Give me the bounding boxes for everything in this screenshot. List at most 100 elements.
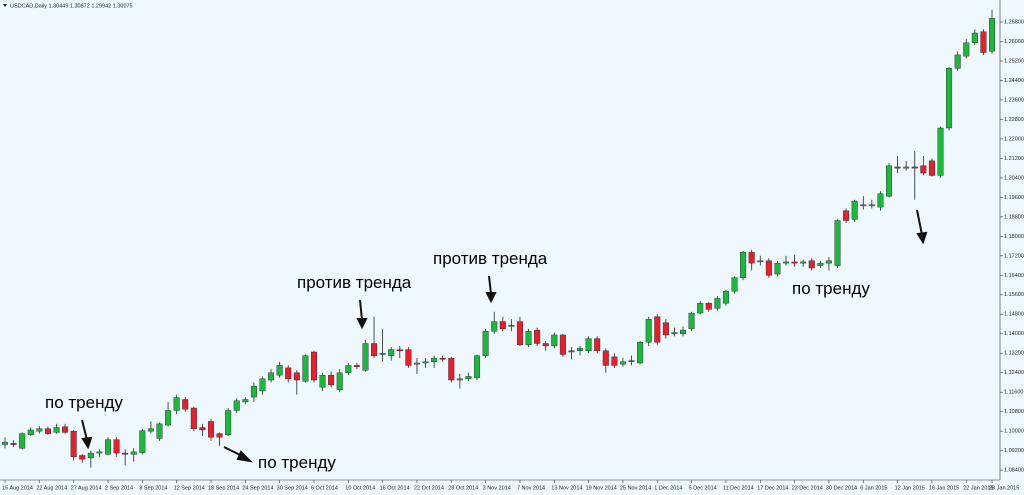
x-tick-label: 22 Jan 2015 [963,485,993,491]
candle-body [499,321,506,330]
y-tick-label: 1.22000 [1004,136,1024,142]
x-tick-label: 6 Oct 2014 [311,485,338,491]
x-tick-label: 5 Dec 2014 [689,485,717,491]
y-tick-label: 1.13200 [1004,351,1024,357]
candle-body [662,322,669,336]
annotation: по тренду [792,279,870,298]
candle-body [577,348,584,352]
candle-body [568,350,575,353]
candle-body [868,204,875,207]
candle-body [422,361,429,364]
x-tick-label: 6 Jan 2015 [860,485,887,491]
menu-icon [3,4,7,7]
candle-body [980,31,987,53]
y-tick-label: 1.26800 [1004,19,1024,25]
y-tick-label: 1.12400 [1004,370,1024,376]
candle-body [310,351,317,381]
candle-body [834,220,841,266]
candle-body [79,455,86,460]
arrow-head [485,292,497,304]
candle-body [139,430,146,453]
candle-body [53,427,60,433]
y-tick-label: 1.24400 [1004,78,1024,84]
x-tick-label: 15 Aug 2014 [2,485,33,491]
candle-body [319,374,326,388]
candle-body [482,331,489,356]
y-tick-label: 1.23600 [1004,97,1024,103]
x-tick-label: 30 Dec 2014 [826,485,857,491]
candle-body [516,321,523,345]
candle-body [173,397,180,411]
x-tick-label: 19 Nov 2014 [586,485,617,491]
candle-body [104,439,111,455]
y-tick-label: 1.08400 [1004,468,1024,474]
candle-body [611,356,618,366]
candle-body [285,367,292,380]
annotation: по тренду [45,393,123,412]
x-tick-label: 3 Nov 2014 [483,485,511,491]
candle-body [156,423,163,439]
candle-body [705,303,712,310]
x-tick-label: 12 Sep 2014 [174,485,205,491]
y-tick-label: 1.19600 [1004,195,1024,201]
candle-body [851,200,858,220]
x-tick-label: 28 Jan 2015 [989,485,1019,491]
candle-body [791,261,798,264]
x-tick-label: 11 Dec 2014 [723,485,754,491]
y-tick-label: 1.14000 [1004,331,1024,337]
candle-body [87,452,94,459]
x-tick-label: 1 Dec 2014 [654,485,682,491]
candle-body [808,260,815,269]
y-tick-label: 1.14800 [1004,312,1024,318]
candle-body [903,166,910,169]
candle-body [465,376,472,380]
y-tick-label: 1.20400 [1004,175,1024,181]
candle-body [937,127,944,176]
candle-body [405,349,412,366]
x-tick-label: 7 Nov 2014 [517,485,545,491]
candle-body [671,332,678,334]
candle-body [654,316,661,343]
y-tick-label: 1.10800 [1004,409,1024,415]
candle-body [268,372,275,381]
y-tick-label: 1.10000 [1004,429,1024,435]
candle-body [336,372,343,390]
arrow-head [81,436,93,450]
candle-body [740,251,747,278]
y-tick-label: 1.17200 [1004,253,1024,259]
candle-body [70,430,77,457]
candle-body [491,321,498,332]
candle-body [680,329,687,334]
candle-body [259,378,266,392]
candle-body [62,426,69,433]
candle-body [954,54,961,69]
x-tick-label: 23 Dec 2014 [792,485,823,491]
candle-body [379,353,386,355]
candle-body [207,421,214,438]
candle-body [396,349,403,352]
candle-body [628,360,635,362]
candle-body [44,428,51,434]
candle-body [293,372,300,381]
x-tick-label: 27 Aug 2014 [71,485,102,491]
candle-body [551,334,558,347]
arrow-head [236,450,253,463]
candle-body [894,166,901,169]
candle-body [182,399,189,410]
candle-body [233,400,240,411]
x-tick-label: 18 Sep 2014 [208,485,239,491]
candle-body [757,260,764,263]
candle-body [225,410,232,436]
candle-body [594,338,601,352]
x-tick-label: 25 Nov 2014 [620,485,651,491]
candle-body [362,343,369,371]
candle-body [946,68,953,129]
x-tick-label: 28 Oct 2014 [448,485,478,491]
x-tick-label: 22 Oct 2014 [414,485,444,491]
candle-body [113,439,120,454]
candle-body [353,365,360,367]
candle-body [122,452,129,455]
candle-body [714,298,721,309]
candle-body [250,385,257,398]
candle-body [645,318,652,343]
